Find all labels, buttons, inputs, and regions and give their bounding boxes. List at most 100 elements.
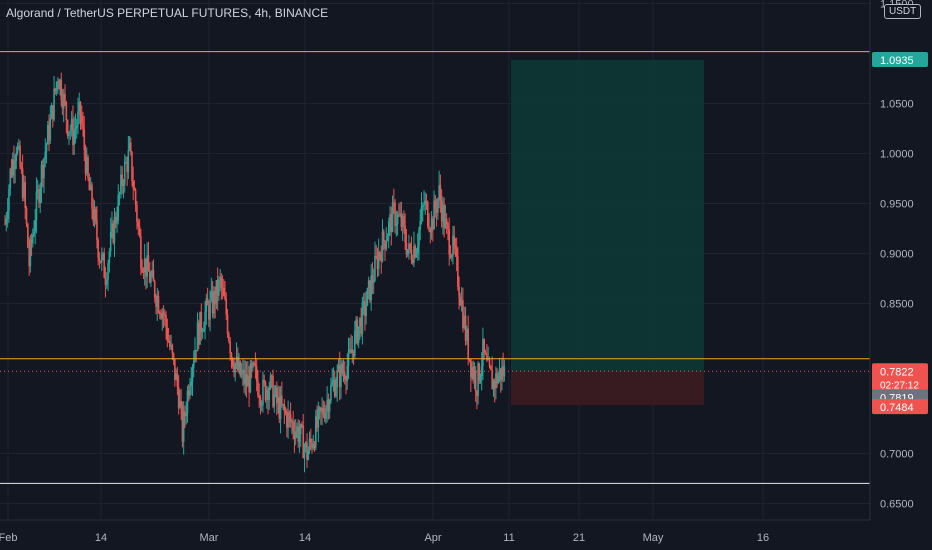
candle-body [84, 150, 87, 174]
candle-body [150, 276, 152, 283]
candle-body [60, 79, 63, 101]
candle-body [299, 423, 302, 435]
candle-body [160, 314, 162, 319]
candle-body [433, 200, 435, 230]
candle-body [111, 223, 113, 232]
candle-body [195, 349, 198, 352]
candle-body [142, 271, 145, 273]
candle-body [369, 280, 371, 301]
x-tick-label-1: 14 [95, 532, 107, 544]
candle-body [438, 185, 440, 199]
candle-body [73, 130, 76, 145]
candle-body [317, 408, 320, 428]
candle-body [77, 111, 79, 127]
candle-body [274, 387, 277, 395]
price-axis-background [870, 0, 932, 550]
y-tick-label-3: 0.9500 [880, 199, 914, 211]
candle-body [395, 223, 398, 226]
candle-body [350, 349, 352, 354]
candle-body [255, 366, 258, 382]
candle-body [112, 223, 115, 243]
candle-body [365, 305, 367, 316]
candle-body [216, 280, 219, 296]
candle-body [321, 408, 323, 412]
candle-body [495, 373, 497, 389]
candle-body [33, 231, 35, 235]
candle-body [161, 312, 164, 319]
candle-body [270, 375, 273, 377]
candle-body [376, 256, 379, 270]
candle-body [34, 220, 36, 232]
candle-body [114, 216, 117, 224]
candle-body [445, 218, 448, 225]
candle-body [323, 414, 326, 419]
candle-body [222, 287, 225, 296]
candle-body [259, 397, 262, 406]
candle-body [472, 366, 475, 380]
candle-body [318, 407, 321, 409]
candle-body [498, 368, 501, 376]
candle-body [72, 118, 74, 145]
candle-body [244, 374, 247, 385]
candle-body [240, 372, 243, 376]
candle-body [267, 389, 269, 401]
currency-button[interactable]: USDT [884, 4, 922, 19]
candle-body [194, 349, 196, 362]
candle-body [250, 363, 253, 369]
candle-body [278, 397, 281, 419]
candle-body [497, 375, 500, 384]
candle-body [424, 200, 427, 205]
candle-body [430, 218, 433, 232]
candle-body [455, 248, 458, 257]
candle-body [403, 216, 405, 226]
candle-body [381, 231, 384, 262]
candle-body [133, 188, 136, 191]
candle-body [289, 414, 292, 422]
candle-body [197, 322, 200, 345]
candle-body [416, 246, 419, 253]
time-axis[interactable]: Feb 14 Mar 14 Apr 11 21 May 16 [0, 519, 870, 544]
candle-body [209, 299, 211, 320]
candle-body [454, 246, 457, 249]
candle-body [218, 279, 220, 296]
candle-body [298, 434, 301, 442]
candle-body [181, 406, 184, 442]
price-axis[interactable]: 1.15001.05001.00000.95000.90000.85000.70… [869, 0, 932, 550]
candle-body [156, 295, 159, 307]
candle-body [276, 387, 278, 404]
candle-body [315, 416, 317, 448]
candle-body [282, 404, 284, 406]
candle-body [492, 381, 495, 390]
candle-body [387, 221, 390, 237]
candle-body [169, 341, 171, 347]
candle-body [408, 243, 410, 250]
candle-body [176, 373, 179, 387]
candle-body [108, 251, 111, 264]
candle-body [411, 259, 414, 263]
candle-body [273, 394, 276, 407]
candle-body [357, 326, 360, 344]
x-tick-label-2: Mar [200, 532, 219, 544]
candle-body [304, 442, 307, 448]
candle-body [61, 100, 64, 109]
candle-body [158, 312, 161, 315]
candle-body [340, 363, 342, 388]
candle-body [75, 126, 78, 129]
candle-body [28, 247, 30, 267]
candle-body [478, 363, 481, 381]
candle-body [200, 311, 203, 332]
candle-body [279, 395, 282, 419]
candle-body [249, 363, 252, 393]
candle-body [385, 241, 388, 249]
candle-body [418, 229, 420, 247]
candle-body [230, 353, 233, 359]
candle-body [82, 123, 84, 130]
candle-body [260, 404, 263, 406]
x-tick-label-6: 21 [573, 532, 585, 544]
candle-body [482, 338, 484, 367]
price-label-0: 1.0935 [880, 55, 914, 67]
candle-body [371, 275, 374, 283]
candle-body [215, 280, 218, 305]
candle-body [391, 202, 394, 233]
